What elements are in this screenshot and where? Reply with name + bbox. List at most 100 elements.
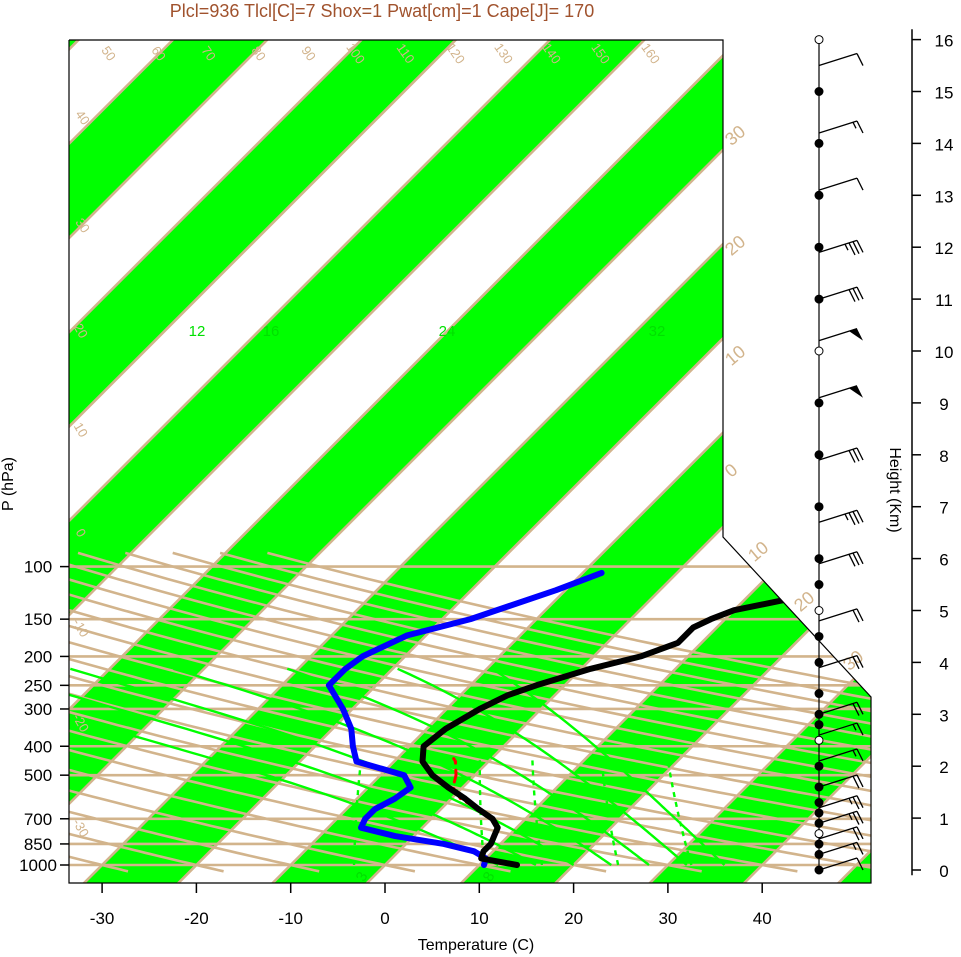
- isotherm-line: [160, 40, 871, 883]
- temperature-tick-label: 40: [753, 909, 772, 928]
- wind-barb-full: [848, 289, 856, 302]
- wind-barb-full: [852, 775, 860, 789]
- isotherm-edge-label: 30: [721, 121, 749, 149]
- moist-adiabat: [69, 667, 575, 867]
- height-axis-label: Height (Km): [886, 447, 903, 532]
- wind-barb-staff: [818, 509, 858, 523]
- dry-adiabat: [69, 551, 871, 873]
- pressure-tick-label: 850: [24, 835, 52, 854]
- wind-barb-staff: [818, 841, 858, 856]
- height-marker: [814, 35, 824, 45]
- wind-barb-full: [856, 447, 864, 461]
- wind-barb-half: [852, 121, 857, 129]
- mixing-ratio-label: 24: [439, 323, 456, 340]
- wind-barb-full: [856, 774, 864, 788]
- pressure-tick-label: 200: [24, 647, 52, 666]
- wind-barb-full: [856, 826, 864, 840]
- isotherm-line: [69, 40, 686, 883]
- pressure-tick-label: 500: [24, 766, 52, 785]
- temperature-tick-label: -10: [278, 909, 303, 928]
- potential-temp-label: 60: [148, 43, 169, 63]
- temperature-profile-line: [419, 569, 860, 868]
- wind-barb-full: [852, 703, 860, 716]
- height-marker: [814, 398, 824, 408]
- isotherm-band: [444, 40, 871, 883]
- temperature-axis: -30 -20 -10 0 10 20 30 40: [90, 883, 772, 928]
- wind-barb-full: [856, 608, 864, 622]
- dry-adiabat: [69, 551, 871, 873]
- isotherm-band: [69, 40, 685, 883]
- wind-barb-full: [852, 552, 860, 566]
- mixing-ratio-label: 32: [649, 323, 666, 340]
- isotherm-edge-label: 20: [790, 587, 818, 615]
- wind-barb-half: [852, 749, 857, 757]
- wind-barb-staff: [818, 177, 858, 191]
- height-tick-label: 8: [939, 447, 948, 466]
- potential-temp-label: 30: [72, 215, 93, 235]
- wind-barb-full: [852, 448, 860, 462]
- dry-adiabat: [172, 551, 871, 873]
- wind-barb-staff: [818, 857, 858, 871]
- isotherm-label: 10: [71, 420, 91, 440]
- pressure-tick-label: 1000: [19, 856, 57, 875]
- wind-barb-staff: [818, 120, 858, 134]
- moist-adiabat: [397, 667, 688, 866]
- wind-barb-full: [856, 240, 864, 253]
- temperature-tick-label: -20: [184, 909, 209, 928]
- mixing-ratio-label: 16: [263, 323, 280, 340]
- isotherm-line: [69, 40, 403, 883]
- wind-barb-full: [856, 53, 864, 66]
- isotherm-line: [537, 40, 871, 883]
- dry-adiabat: [219, 551, 871, 873]
- temperature-tick-label: 10: [470, 909, 489, 928]
- wind-barb-staff: [818, 826, 858, 840]
- isotherm-line: [69, 40, 780, 883]
- pressure-tick-label: 400: [24, 737, 52, 756]
- height-marker: [814, 839, 824, 849]
- height-marker: [814, 450, 824, 460]
- pressure-tick-label: 300: [24, 700, 52, 719]
- dry-adiabat: [69, 551, 871, 873]
- wind-barb-staff: [818, 701, 858, 715]
- moist-adiabat: [173, 667, 612, 866]
- isotherm-edge-label: 10: [744, 537, 772, 565]
- height-tick-label: 9: [939, 395, 948, 414]
- dewpoint-profile-line: [325, 569, 605, 868]
- potential-temp-label: 50: [98, 43, 119, 63]
- wind-barb-half: [852, 843, 857, 850]
- height-marker: [814, 190, 824, 200]
- height-marker: [814, 735, 824, 745]
- pressure-tick-label: 150: [24, 610, 52, 629]
- wind-barb-staff: [818, 608, 858, 622]
- wind-barb-full: [856, 810, 864, 824]
- height-tick-label: 7: [939, 499, 948, 518]
- dry-adiabat: [69, 551, 871, 873]
- wind-barb-full: [856, 795, 864, 809]
- potential-temp-label: 80: [248, 43, 269, 63]
- wind-barb-full: [852, 609, 860, 623]
- wind-barb-full: [856, 286, 864, 300]
- wind-barb-full: [856, 177, 864, 191]
- dry-adiabat: [69, 551, 224, 873]
- wind-barb-full: [852, 656, 860, 670]
- wind-barb-staff: [818, 385, 858, 399]
- moist-adiabat: [286, 667, 650, 866]
- dry-adiabat: [69, 551, 871, 873]
- wind-barb-flag: [849, 385, 863, 398]
- wind-barb-full: [856, 702, 864, 715]
- temperature-tick-label: -30: [90, 909, 115, 928]
- moist-adiabat: [69, 667, 537, 867]
- wind-barb-full: [856, 655, 864, 668]
- wind-barb-half: [844, 243, 849, 251]
- wind-barb-full: [856, 748, 864, 762]
- potential-temp-label: 90: [298, 43, 319, 63]
- height-marker: [814, 138, 824, 148]
- height-tick-label: 14: [935, 135, 954, 154]
- dry-adiabat: [69, 551, 871, 873]
- height-marker: [814, 689, 824, 699]
- wind-profile: [814, 35, 864, 875]
- dry-adiabat: [77, 551, 871, 873]
- pressure-axis: 100 150 200 250 300 400 500 700 850 1000: [19, 558, 69, 875]
- isotherm-line: [631, 40, 871, 883]
- height-marker: [814, 720, 824, 730]
